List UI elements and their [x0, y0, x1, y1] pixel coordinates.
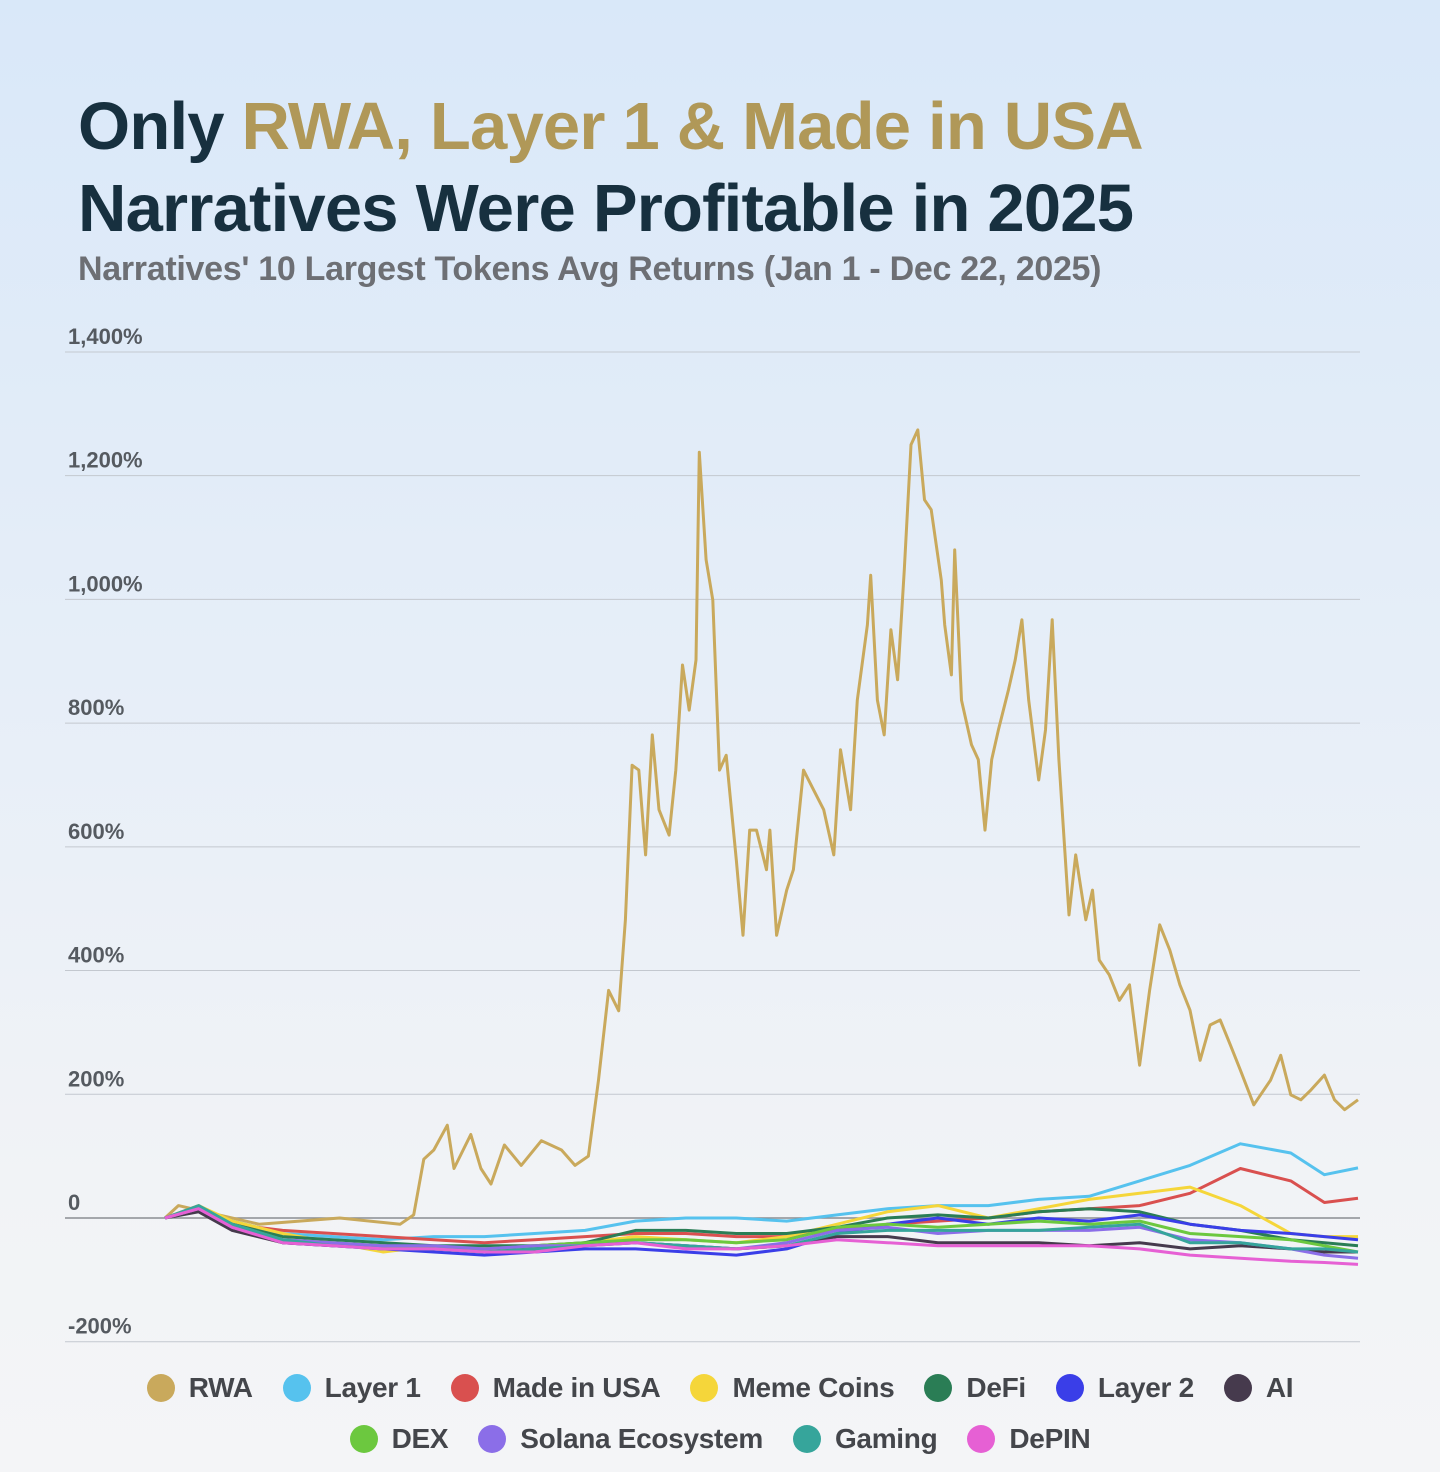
title-prefix: Only	[78, 89, 242, 164]
legend-item-ai: AI	[1223, 1372, 1294, 1404]
legend-dot-icon	[282, 1374, 311, 1402]
y-tick-label: 200%	[68, 1066, 124, 1091]
legend-item-solana-ecosystem: Solana Ecosystem	[478, 1423, 763, 1455]
y-tick-label: 1,200%	[68, 448, 143, 473]
series-line-solana-ecosystem	[164, 1207, 1359, 1260]
y-tick-label: 600%	[68, 819, 124, 844]
title-line2: Narratives Were Profitable in 2025	[78, 171, 1134, 246]
y-tick-label: 400%	[68, 943, 124, 968]
legend-label: Solana Ecosystem	[520, 1423, 763, 1454]
legend-dot-icon	[967, 1425, 996, 1453]
legend-label: Meme Coins	[732, 1372, 895, 1403]
legend-item-defi: DeFi	[924, 1372, 1026, 1404]
y-axis-ticks: -200% 0 200% 400% 600% 800% 1,000% 1,200% 1,400%	[68, 324, 143, 1339]
legend-label: RWA	[188, 1372, 253, 1403]
title-highlight: RWA, Layer 1 & Made in USA	[241, 89, 1144, 164]
gridlines	[65, 351, 1360, 1343]
y-tick-label: 0	[68, 1190, 80, 1215]
legend-row-2: DEX Solana Ecosystem Gaming DePIN	[0, 1423, 1440, 1455]
legend-label: Gaming	[834, 1423, 938, 1454]
legend-dot-icon	[924, 1374, 953, 1402]
legend-item-layer-2: Layer 2	[1055, 1372, 1194, 1404]
chart-title: Only RWA, Layer 1 & Made in USA Narrative…	[78, 86, 1144, 250]
legend-dot-icon	[1055, 1374, 1084, 1402]
legend-item-dex: DEX	[349, 1423, 449, 1455]
legend-item-layer-1: Layer 1	[282, 1372, 421, 1404]
y-tick-label: -200%	[68, 1314, 132, 1339]
legend-item-gaming: Gaming	[792, 1423, 938, 1455]
series-line-depin	[164, 1207, 1359, 1266]
legend-dot-icon	[349, 1425, 378, 1453]
legend-item-rwa: RWA	[146, 1372, 253, 1404]
y-tick-label: 800%	[68, 695, 124, 720]
legend-item-depin: DePIN	[967, 1423, 1091, 1455]
legend-dot-icon	[690, 1374, 719, 1402]
legend-dot-icon	[478, 1425, 507, 1453]
legend-label: DeFi	[966, 1372, 1026, 1403]
y-tick-label: 1,000%	[68, 571, 143, 596]
legend-label: DEX	[391, 1423, 449, 1454]
series-line-made-in-usa	[164, 1167, 1359, 1245]
legend-dot-icon	[146, 1374, 175, 1402]
series-lines	[163, 428, 1359, 1266]
legend-dot-icon	[1223, 1374, 1252, 1402]
chart-subtitle: Narratives' 10 Largest Tokens Avg Return…	[78, 250, 1102, 288]
legend-item-made-in-usa: Made in USA	[450, 1372, 661, 1404]
legend-label: AI	[1265, 1372, 1294, 1403]
legend-label: Layer 2	[1097, 1372, 1194, 1403]
series-line-layer-1	[164, 1142, 1359, 1242]
legend-label: Layer 1	[324, 1372, 421, 1403]
y-tick-label: 1,400%	[68, 324, 143, 349]
series-line-rwa	[163, 428, 1359, 1226]
legend-dot-icon	[450, 1374, 479, 1402]
legend-label: Made in USA	[492, 1372, 661, 1403]
legend-row-1: RWA Layer 1 Made in USA Meme Coins DeFi Layer…	[0, 1372, 1440, 1404]
legend-item-meme-coins: Meme Coins	[690, 1372, 895, 1404]
legend-label: DePIN	[1009, 1423, 1091, 1454]
legend-dot-icon	[792, 1425, 821, 1453]
